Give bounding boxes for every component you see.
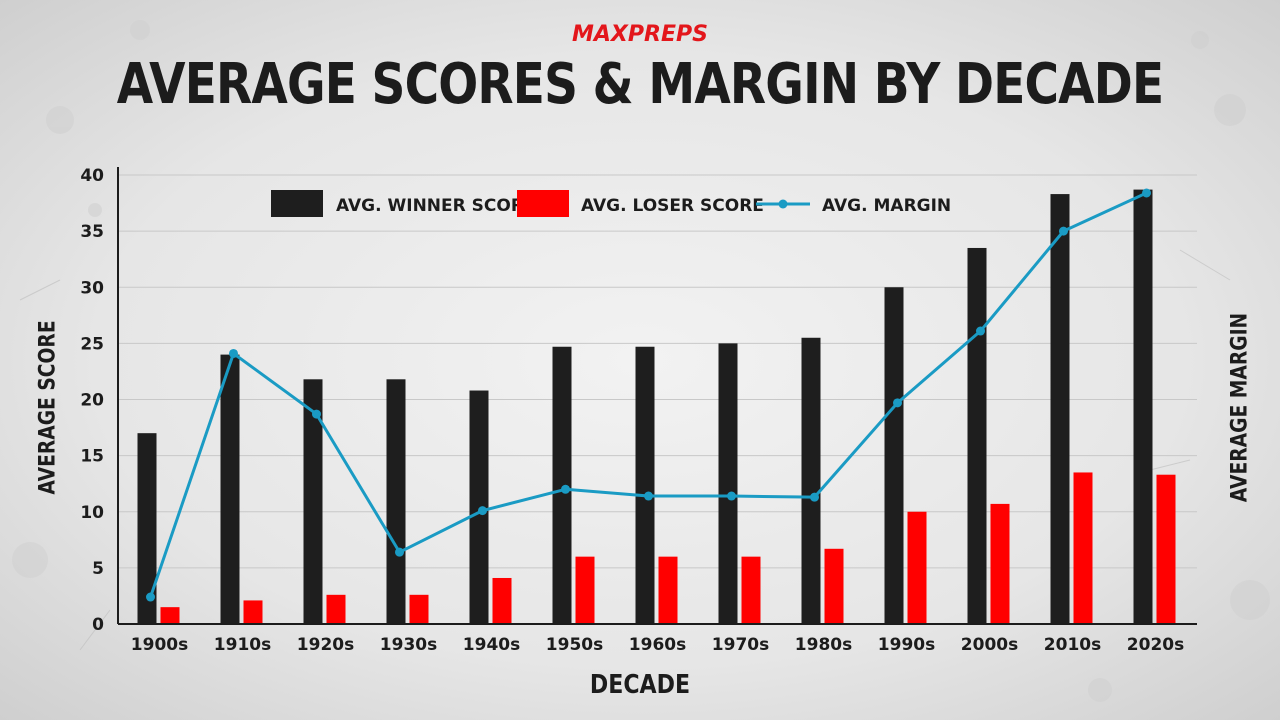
loser-bar [326,594,346,624]
margin-point [478,506,487,516]
margin-point [727,491,736,501]
loser-bar [243,600,263,624]
maxpreps-logo: MAXPREPS [572,22,708,47]
winner-bar [386,379,406,624]
legend-label-winner: AVG. WINNER SCORE [336,196,536,216]
loser-bar [160,607,180,624]
x-axis-label: DECADE [589,670,691,700]
margin-point [644,491,653,501]
margin-point [229,348,238,358]
winner-bar [884,287,904,624]
legend-label-loser: AVG. LOSER SCORE [581,196,764,216]
margin-point [893,398,902,408]
legend-swatch-margin-dot [778,199,788,209]
y-tick-label: 20 [80,391,104,411]
loser-bar [658,556,678,624]
y-tick-label: 30 [80,278,104,298]
bars [137,189,1176,624]
loser-bar [1073,472,1093,624]
margin-point [312,409,321,419]
axes: 0 5 10 15 20 25 30 35 40 1900s 1910s 1920s 1930s 1940… [80,166,1197,655]
winner-bar [1133,189,1153,624]
margin-point [976,326,985,336]
winner-bar [801,337,821,624]
x-tick-label: 2020s [1127,635,1184,655]
winner-bar [635,346,655,624]
x-tick-label: 1970s [712,635,769,655]
x-tick-label: 1960s [629,635,686,655]
x-tick-label: 1940s [463,635,520,655]
loser-bar [990,503,1010,624]
y-tick-label: 5 [92,559,104,579]
loser-bar [575,556,595,624]
x-tick-label: 1990s [878,635,935,655]
winner-bar [220,354,240,624]
x-tick-label: 1950s [546,635,603,655]
loser-bar [409,594,429,624]
x-tick-label: 2010s [1044,635,1101,655]
y-tick-label: 25 [80,334,104,354]
y-tick-label: 35 [80,222,104,242]
legend: AVG. WINNER SCORE AVG. LOSER SCORE AVG. MA… [271,190,951,217]
margin-point [810,492,819,502]
y-tick-label: 10 [80,503,104,523]
loser-bar [824,548,844,624]
x-tick-label: 1900s [131,635,188,655]
x-tick-label: 1930s [380,635,437,655]
margin-line [146,188,1151,602]
margin-point [395,547,404,557]
x-tick-label: 1910s [214,635,271,655]
x-tick-label: 2000s [961,635,1018,655]
loser-bar [907,511,927,624]
y-tick-label: 15 [80,447,104,467]
margin-point [1142,188,1151,198]
x-tick-label: 1980s [795,635,852,655]
winner-bar [137,433,157,624]
legend-swatch-winner [271,190,323,217]
legend-swatch-loser [517,190,569,217]
margin-point [146,592,155,602]
margin-point [1059,226,1068,236]
winner-bar [1050,194,1070,624]
margin-point [561,484,570,494]
winner-bar [718,343,738,624]
y-tick-label: 40 [80,166,104,186]
winner-bar [303,379,323,624]
winner-bar [967,247,987,624]
winner-bar [552,346,572,624]
legend-label-margin: AVG. MARGIN [822,196,951,216]
chart-title: AVERAGE SCORES & MARGIN BY DECADE [116,52,1164,117]
loser-bar [1156,474,1176,624]
grid-lines [118,174,1197,569]
loser-bar [492,577,512,624]
y-tick-label: 0 [92,615,104,635]
winner-bar [469,390,489,624]
loser-bar [741,556,761,624]
x-tick-label: 1920s [297,635,354,655]
